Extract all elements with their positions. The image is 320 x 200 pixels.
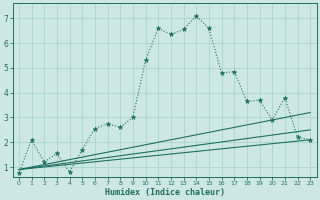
X-axis label: Humidex (Indice chaleur): Humidex (Indice chaleur) xyxy=(105,188,225,197)
